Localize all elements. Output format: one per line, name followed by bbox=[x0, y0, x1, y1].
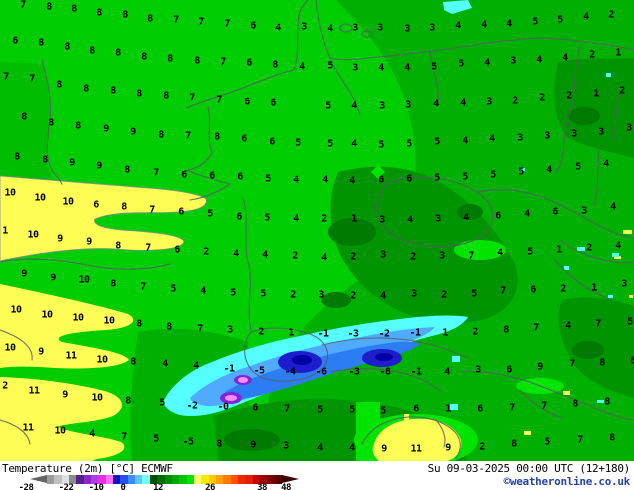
colorbar-segment bbox=[201, 475, 209, 484]
lake bbox=[434, 321, 440, 325]
colorbar-segment bbox=[252, 475, 260, 484]
lake bbox=[577, 247, 585, 251]
colorbar-segment bbox=[127, 475, 136, 484]
region-cold-pink-core bbox=[225, 395, 237, 401]
colorbar-arrow-left bbox=[30, 475, 47, 483]
region-warm-dash bbox=[614, 256, 621, 259]
colorbar-segment bbox=[171, 475, 180, 484]
colorbar-segment bbox=[113, 475, 121, 484]
colorbar-tick-label: 48 bbox=[281, 483, 291, 490]
colorbar-segment bbox=[245, 475, 253, 484]
colorbar-segment bbox=[61, 475, 70, 484]
colorbar-segment bbox=[179, 475, 187, 484]
colorbar-segment bbox=[91, 475, 99, 484]
lake bbox=[443, 0, 472, 14]
colorbar-segment bbox=[208, 475, 216, 484]
colorbar-segment bbox=[223, 475, 231, 484]
colorbar-segment bbox=[149, 475, 158, 484]
colorbar-segment bbox=[47, 475, 55, 484]
region-darker-blob bbox=[572, 341, 604, 359]
lake bbox=[608, 295, 613, 298]
country-borders bbox=[0, 0, 634, 459]
region-darker-blob bbox=[568, 107, 600, 125]
colorbar-segment bbox=[230, 475, 238, 484]
region-warm-france-west bbox=[0, 284, 134, 461]
colorbar-segment bbox=[120, 475, 128, 484]
region-cold-pink-core bbox=[238, 377, 248, 383]
region-england-land bbox=[0, 62, 56, 182]
region-warm-dash bbox=[563, 391, 570, 395]
run-datetime: Su 09-03-2025 00:00 UTC (12+180) bbox=[427, 462, 631, 475]
colorbar-ticks: -28 -22 -10 0 12 26 38 48 bbox=[0, 483, 340, 490]
region-warm-dash bbox=[404, 414, 409, 426]
region-bright-spot bbox=[454, 240, 506, 260]
colorbar-segment bbox=[83, 475, 92, 484]
region-bright-spot bbox=[371, 165, 385, 179]
region-warm-adriatic bbox=[372, 418, 462, 461]
colorbar-segment bbox=[259, 475, 268, 484]
region-warm-dash bbox=[524, 431, 531, 435]
colorbar-segment bbox=[142, 475, 150, 484]
copyright-link[interactable]: ©weatheronline.co.uk bbox=[503, 475, 631, 488]
colorbar-segment bbox=[69, 475, 77, 484]
lake bbox=[564, 266, 569, 270]
region-warm-dash bbox=[623, 230, 632, 234]
colorbar-segment bbox=[237, 475, 246, 484]
lake bbox=[520, 168, 525, 171]
region-darker-blob bbox=[457, 204, 483, 220]
region-darker-blob bbox=[321, 292, 351, 308]
region-darker-blob bbox=[328, 218, 376, 246]
region-darker-blob bbox=[224, 429, 280, 451]
colorbar-segment bbox=[76, 475, 84, 484]
colorbar-segments bbox=[47, 475, 282, 484]
colorbar-segment bbox=[274, 475, 282, 484]
colorbar-tick-label: -10 bbox=[88, 483, 104, 490]
region-cold-deep bbox=[375, 353, 393, 361]
legend-bar: Temperature (2m) [°C] ECMWF Su 09-03-202… bbox=[0, 461, 634, 490]
lake bbox=[612, 253, 619, 257]
lake bbox=[597, 400, 604, 403]
legend-title: Temperature (2m) [°C] ECMWF bbox=[2, 462, 173, 475]
colorbar-segment bbox=[54, 475, 62, 484]
colorbar-segment bbox=[157, 475, 165, 484]
lake bbox=[450, 404, 458, 410]
colorbar-tick-label: -28 bbox=[18, 483, 34, 490]
colorbar-arrow-right bbox=[282, 475, 299, 483]
colorbar-tick-label: 0 bbox=[120, 483, 126, 490]
colorbar-segment bbox=[98, 475, 106, 484]
colorbar-segment bbox=[186, 475, 194, 484]
lake bbox=[606, 73, 611, 77]
region-warm-dash bbox=[629, 295, 633, 298]
colorbar-tick-label: -22 bbox=[58, 483, 74, 490]
colorbar-tick-label: 26 bbox=[205, 483, 215, 490]
colorbar-segment bbox=[267, 475, 275, 484]
colorbar-segment bbox=[105, 475, 114, 484]
colorbar-segment bbox=[215, 475, 224, 484]
lake bbox=[452, 356, 460, 362]
colorbar-tick-label: 38 bbox=[257, 483, 267, 490]
region-cold-deep bbox=[292, 355, 312, 365]
colorbar-segment bbox=[193, 475, 202, 484]
colorbar-tick-label: 12 bbox=[153, 483, 163, 490]
colorbar-segment bbox=[135, 475, 143, 484]
colorbar-segment bbox=[164, 475, 172, 484]
region-warm-england-channel bbox=[0, 175, 207, 262]
